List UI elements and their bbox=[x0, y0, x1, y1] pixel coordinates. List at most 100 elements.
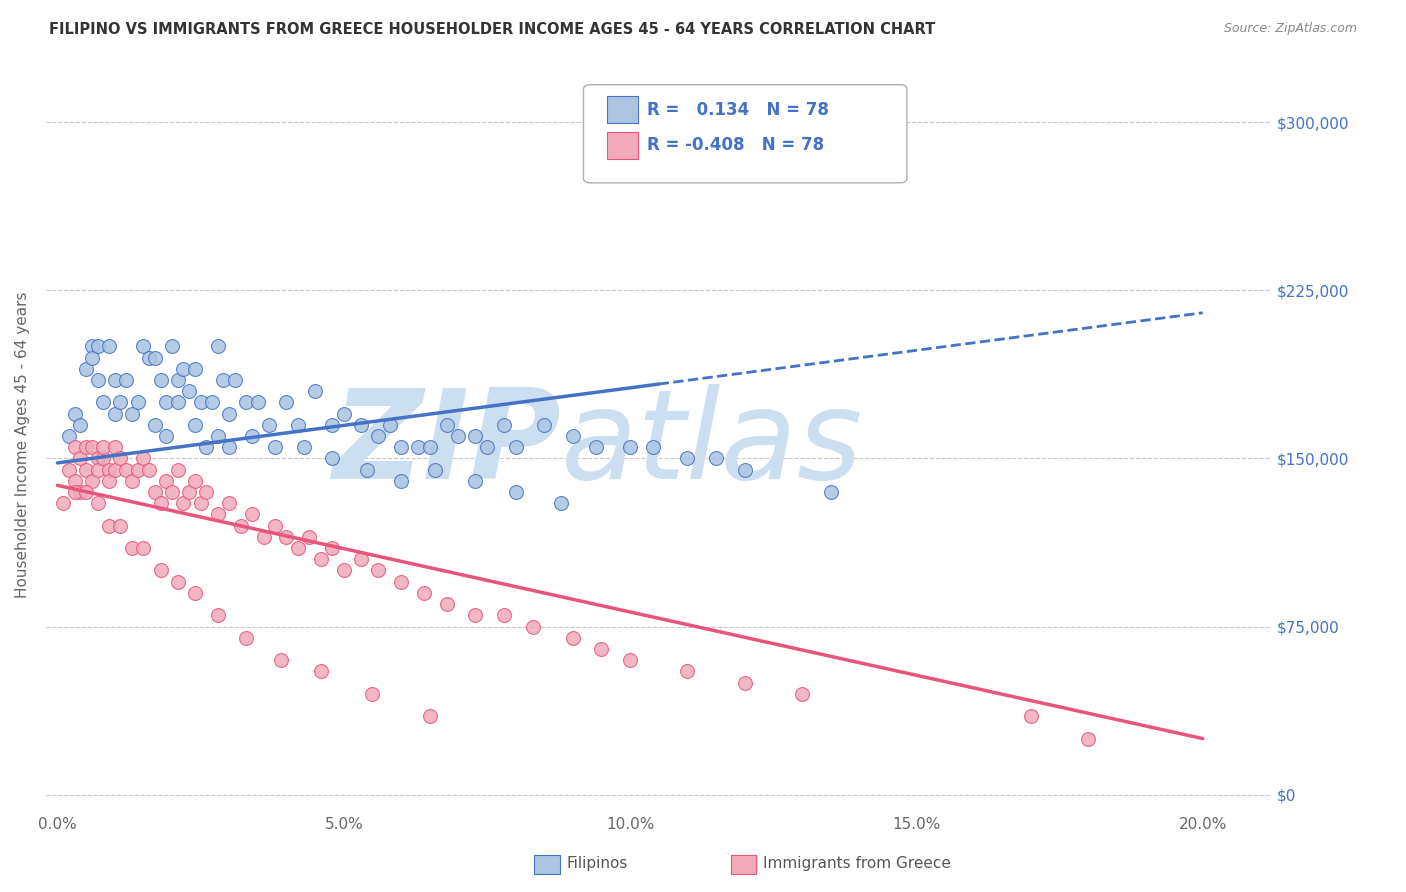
Point bbox=[389, 440, 412, 454]
Point bbox=[138, 351, 160, 365]
Point bbox=[69, 451, 91, 466]
Point bbox=[309, 665, 332, 679]
Text: ZIP: ZIP bbox=[332, 384, 561, 506]
Point bbox=[143, 351, 166, 365]
Point bbox=[389, 474, 412, 488]
Point bbox=[104, 440, 127, 454]
Point bbox=[110, 395, 132, 409]
Point bbox=[252, 530, 274, 544]
Point bbox=[475, 440, 498, 454]
Point bbox=[143, 485, 166, 500]
Point bbox=[240, 429, 263, 443]
Point bbox=[309, 552, 332, 566]
Point bbox=[91, 395, 114, 409]
Point bbox=[86, 496, 108, 510]
Point bbox=[367, 564, 389, 578]
Point bbox=[138, 463, 160, 477]
Point bbox=[218, 440, 240, 454]
Point bbox=[75, 361, 97, 376]
Point bbox=[86, 463, 108, 477]
Point bbox=[190, 496, 212, 510]
Point bbox=[127, 395, 149, 409]
Point bbox=[505, 485, 527, 500]
Point bbox=[121, 407, 143, 421]
Point bbox=[298, 530, 321, 544]
Point bbox=[494, 608, 516, 623]
Point bbox=[207, 339, 229, 353]
Point bbox=[121, 541, 143, 555]
Point bbox=[115, 463, 138, 477]
Point bbox=[1019, 709, 1042, 723]
Point bbox=[97, 463, 120, 477]
Point bbox=[464, 608, 486, 623]
Point bbox=[218, 496, 240, 510]
Point bbox=[561, 631, 583, 645]
Point bbox=[166, 395, 188, 409]
Point bbox=[149, 564, 172, 578]
Text: Filipinos: Filipinos bbox=[567, 856, 628, 871]
Point bbox=[413, 586, 436, 600]
Point bbox=[80, 351, 103, 365]
Point bbox=[790, 687, 813, 701]
Point bbox=[361, 687, 384, 701]
Point bbox=[80, 474, 103, 488]
Text: FILIPINO VS IMMIGRANTS FROM GREECE HOUSEHOLDER INCOME AGES 45 - 64 YEARS CORRELA: FILIPINO VS IMMIGRANTS FROM GREECE HOUSE… bbox=[49, 22, 935, 37]
Point bbox=[235, 395, 257, 409]
Point bbox=[561, 429, 583, 443]
Point bbox=[276, 530, 298, 544]
Point bbox=[321, 541, 343, 555]
Point bbox=[321, 417, 343, 432]
Point bbox=[149, 373, 172, 387]
Point bbox=[110, 451, 132, 466]
Point bbox=[155, 474, 177, 488]
Text: atlas: atlas bbox=[561, 384, 863, 506]
Text: Immigrants from Greece: Immigrants from Greece bbox=[763, 856, 952, 871]
Point bbox=[155, 429, 177, 443]
Point bbox=[419, 709, 441, 723]
Point bbox=[179, 485, 201, 500]
Point bbox=[259, 417, 281, 432]
Point bbox=[172, 496, 194, 510]
Point bbox=[63, 440, 86, 454]
Point bbox=[304, 384, 326, 399]
Point bbox=[494, 417, 516, 432]
Point bbox=[86, 451, 108, 466]
Point bbox=[207, 608, 229, 623]
Point bbox=[350, 417, 373, 432]
Point bbox=[464, 474, 486, 488]
Point bbox=[75, 440, 97, 454]
Point bbox=[63, 474, 86, 488]
Point bbox=[1077, 731, 1099, 746]
Point bbox=[86, 373, 108, 387]
Point bbox=[641, 440, 664, 454]
Point bbox=[97, 339, 120, 353]
Point bbox=[184, 474, 207, 488]
Point bbox=[75, 485, 97, 500]
Point bbox=[201, 395, 224, 409]
Point bbox=[378, 417, 401, 432]
Point bbox=[166, 373, 188, 387]
Point bbox=[52, 496, 75, 510]
Point bbox=[292, 440, 315, 454]
Point bbox=[63, 485, 86, 500]
Point bbox=[132, 339, 155, 353]
Point bbox=[447, 429, 470, 443]
Point bbox=[195, 440, 218, 454]
Point bbox=[218, 407, 240, 421]
Point bbox=[332, 407, 354, 421]
Point bbox=[619, 440, 641, 454]
Point bbox=[75, 463, 97, 477]
Point bbox=[533, 417, 555, 432]
Point bbox=[522, 619, 544, 633]
Point bbox=[80, 339, 103, 353]
Text: R =   0.134   N = 78: R = 0.134 N = 78 bbox=[647, 101, 828, 119]
Point bbox=[166, 463, 188, 477]
Point bbox=[63, 407, 86, 421]
Point bbox=[149, 496, 172, 510]
Point bbox=[224, 373, 246, 387]
Point bbox=[332, 564, 354, 578]
Y-axis label: Householder Income Ages 45 - 64 years: Householder Income Ages 45 - 64 years bbox=[15, 292, 30, 599]
Point bbox=[160, 485, 183, 500]
Point bbox=[97, 474, 120, 488]
Point bbox=[184, 586, 207, 600]
